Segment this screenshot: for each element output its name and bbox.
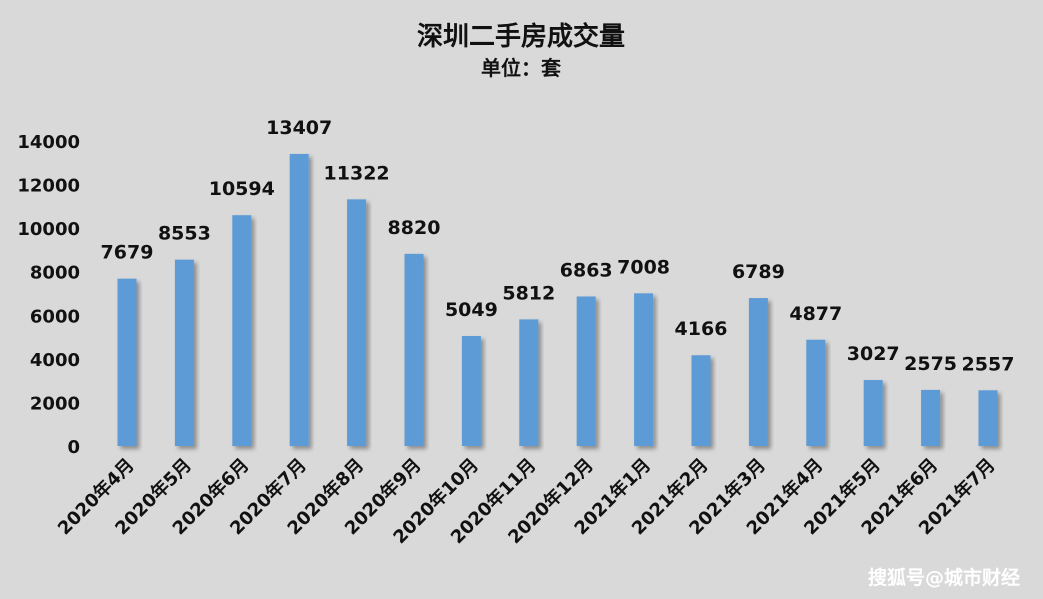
bar bbox=[806, 339, 826, 446]
y-tick-label: 14000 bbox=[17, 132, 80, 153]
bar bbox=[519, 319, 539, 446]
bar bbox=[691, 355, 711, 446]
bar bbox=[289, 153, 309, 446]
bar bbox=[117, 278, 137, 446]
data-label: 7008 bbox=[617, 256, 670, 278]
chart-subtitle: 单位：套 bbox=[481, 56, 561, 80]
bar bbox=[347, 199, 367, 446]
data-label: 5049 bbox=[445, 299, 498, 321]
bar bbox=[863, 380, 883, 446]
bar bbox=[978, 390, 998, 446]
bar bbox=[921, 389, 941, 446]
bars bbox=[117, 153, 998, 446]
data-label: 13407 bbox=[266, 117, 332, 139]
data-label: 11322 bbox=[324, 162, 390, 184]
bar bbox=[404, 253, 424, 446]
bar bbox=[634, 293, 654, 446]
data-label: 4166 bbox=[675, 318, 728, 340]
bar bbox=[748, 298, 768, 446]
data-label: 6863 bbox=[560, 259, 613, 281]
x-axis: 2020年4月2020年5月2020年6月2020年7月2020年8月2020年… bbox=[53, 454, 999, 548]
data-label: 3027 bbox=[847, 343, 900, 365]
data-label: 4877 bbox=[789, 303, 842, 325]
bar bbox=[232, 215, 252, 446]
y-tick-label: 12000 bbox=[17, 176, 80, 197]
y-tick-label: 0 bbox=[67, 437, 80, 458]
data-label: 8553 bbox=[158, 223, 211, 245]
y-axis: 0 2000 4000 6000 8000 10000 12000 14000 bbox=[17, 132, 80, 458]
watermark: 搜狐号@城市财经 bbox=[868, 566, 1020, 589]
y-tick-label: 10000 bbox=[17, 219, 80, 240]
data-label: 5812 bbox=[502, 282, 555, 304]
data-label: 2575 bbox=[904, 353, 957, 375]
data-label: 2557 bbox=[962, 353, 1015, 375]
chart-title: 深圳二手房成交量 bbox=[417, 21, 625, 52]
bar bbox=[174, 259, 194, 446]
y-tick-label: 4000 bbox=[30, 350, 80, 371]
bar bbox=[576, 296, 596, 446]
data-label: 10594 bbox=[209, 178, 275, 200]
y-tick-label: 2000 bbox=[30, 393, 80, 414]
data-label: 7679 bbox=[101, 242, 154, 264]
y-tick-label: 6000 bbox=[30, 306, 80, 327]
y-tick-label: 8000 bbox=[30, 263, 80, 284]
bar bbox=[461, 336, 481, 446]
data-label: 6789 bbox=[732, 261, 785, 283]
data-label: 8820 bbox=[388, 217, 441, 239]
